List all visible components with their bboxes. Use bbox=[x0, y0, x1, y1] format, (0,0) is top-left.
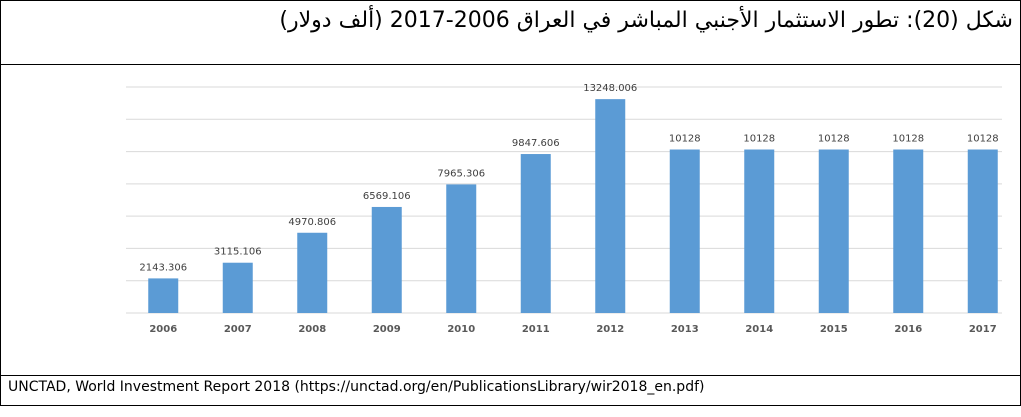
bar bbox=[222, 262, 253, 313]
data-label: 10128 bbox=[967, 134, 999, 145]
x-tick-label: 2012 bbox=[596, 324, 624, 335]
x-tick-label: 2010 bbox=[447, 324, 475, 335]
bar bbox=[893, 149, 924, 313]
data-label: 9847.606 bbox=[512, 138, 560, 149]
x-tick-label: 2008 bbox=[298, 324, 326, 335]
data-label: 2143.306 bbox=[139, 262, 187, 273]
bar bbox=[669, 149, 700, 313]
x-tick-label: 2011 bbox=[522, 324, 550, 335]
x-tick-label: 2015 bbox=[820, 324, 848, 335]
separator bbox=[0, 375, 1021, 376]
figure-title: شكل (20): تطور الاستثمار الأجنبي المباشر… bbox=[279, 8, 1013, 33]
data-label: 10128 bbox=[743, 134, 775, 145]
data-label: 3115.106 bbox=[214, 247, 262, 258]
bar bbox=[371, 206, 402, 313]
bar bbox=[297, 232, 328, 313]
bar bbox=[818, 149, 849, 313]
bar bbox=[520, 154, 551, 313]
bar bbox=[148, 278, 179, 313]
bar bbox=[967, 149, 998, 313]
x-tick-label: 2006 bbox=[149, 324, 177, 335]
data-label: 13248.006 bbox=[583, 83, 637, 94]
separator bbox=[0, 64, 1021, 65]
x-tick-label: 2007 bbox=[224, 324, 252, 335]
x-tick-label: 2017 bbox=[969, 324, 997, 335]
data-label: 10128 bbox=[669, 134, 701, 145]
bar bbox=[744, 149, 775, 313]
bar bbox=[446, 184, 477, 313]
data-label: 6569.106 bbox=[363, 191, 411, 202]
bar bbox=[595, 99, 626, 313]
x-tick-label: 2014 bbox=[745, 324, 773, 335]
data-label: 4970.806 bbox=[288, 217, 336, 228]
data-label: 7965.306 bbox=[437, 168, 485, 179]
source: UNCTAD, World Investment Report 2018 (ht… bbox=[8, 379, 705, 395]
data-label: 10128 bbox=[818, 134, 850, 145]
x-tick-label: 2009 bbox=[373, 324, 401, 335]
x-tick-label: 2016 bbox=[894, 324, 922, 335]
data-label: 10128 bbox=[892, 134, 924, 145]
x-tick-label: 2013 bbox=[671, 324, 699, 335]
chart: 2143.306 2006 3115.106 2007 4970.806 2008 6569… bbox=[126, 83, 1002, 335]
